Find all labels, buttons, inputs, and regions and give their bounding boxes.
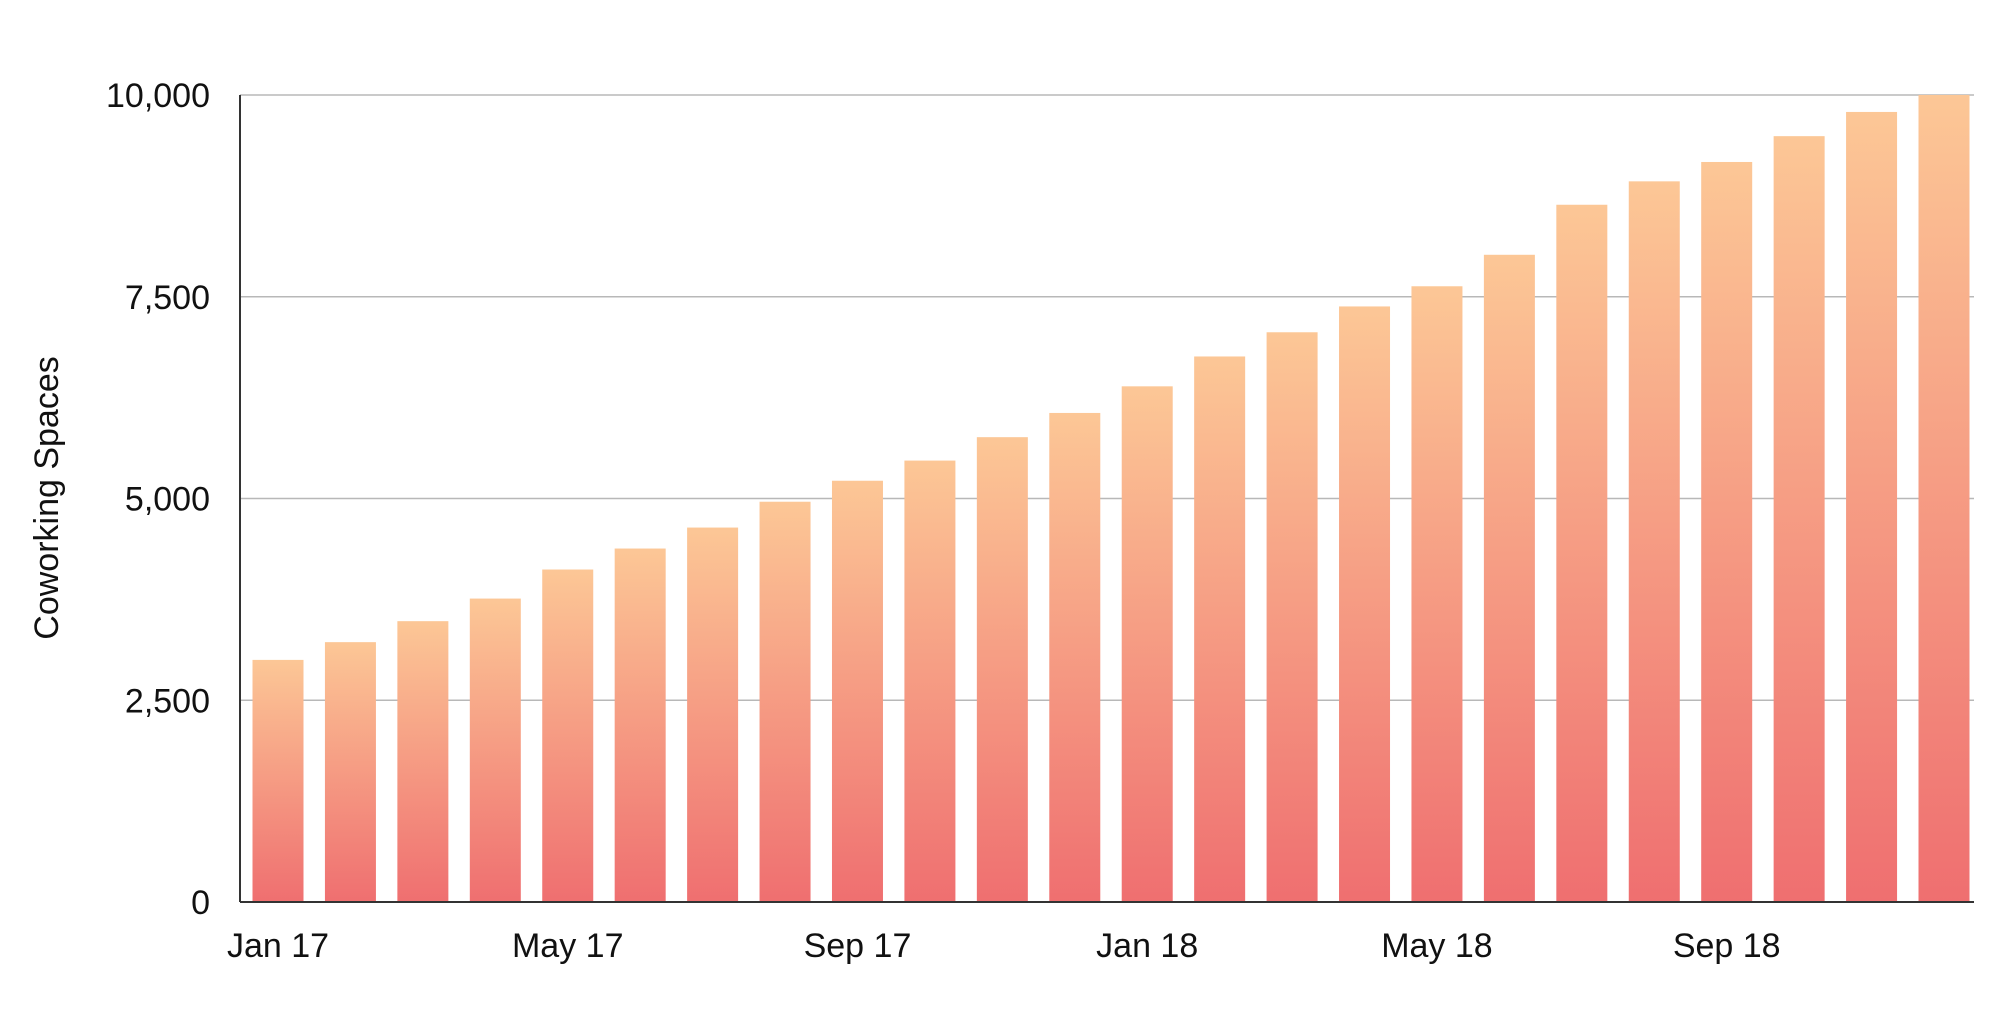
bar-dec-17 [1049, 412, 1101, 902]
bar-nov-18 [1846, 111, 1898, 902]
bar-jun-18 [1483, 254, 1535, 902]
gridlines [240, 94, 1974, 701]
bar-oct-17 [904, 460, 956, 902]
bar-apr-17 [469, 598, 521, 902]
bar-mar-18 [1266, 332, 1318, 902]
x-tick-label: Sep 17 [804, 927, 912, 965]
bar-mar-17 [397, 621, 449, 902]
x-tick-label: May 17 [512, 927, 624, 965]
bar-apr-18 [1339, 306, 1391, 903]
x-tick-label: Jan 18 [1096, 927, 1198, 965]
x-tick-label: May 18 [1381, 927, 1493, 965]
bar-may-17 [542, 569, 594, 902]
bar-jul-17 [687, 527, 739, 902]
y-axis-label: Coworking Spaces [28, 356, 66, 639]
bar-feb-18 [1194, 356, 1246, 902]
y-tick-label: 10,000 [106, 77, 210, 115]
bar-oct-18 [1773, 136, 1825, 903]
bar-dec-18 [1918, 95, 1970, 902]
x-tick-label: Jan 17 [227, 927, 329, 965]
bar-may-18 [1411, 286, 1463, 902]
y-tick-label: 0 [191, 884, 210, 922]
x-tick-label: Sep 18 [1673, 927, 1781, 965]
bar-nov-17 [976, 437, 1028, 902]
bar-jul-18 [1556, 204, 1608, 902]
bar-aug-17 [759, 501, 811, 902]
y-tick-labels: 0 2,500 5,000 7,500 10,000 [106, 77, 210, 922]
bar-feb-17 [324, 642, 376, 902]
bar-jun-17 [614, 548, 666, 902]
y-tick-label: 5,000 [125, 481, 210, 519]
y-tick-label: 2,500 [125, 682, 210, 720]
axes [239, 95, 1974, 903]
bar-sep-17 [831, 480, 883, 902]
bars [252, 95, 1970, 903]
x-tick-labels: Jan 17 May 17 Sep 17 Jan 18 May 18 Sep 18 [227, 927, 1781, 965]
bar-jan-17 [252, 659, 304, 902]
bar-sep-18 [1701, 161, 1753, 902]
bar-jan-18 [1121, 386, 1173, 902]
bar-aug-18 [1628, 181, 1680, 902]
y-tick-label: 7,500 [125, 279, 210, 317]
